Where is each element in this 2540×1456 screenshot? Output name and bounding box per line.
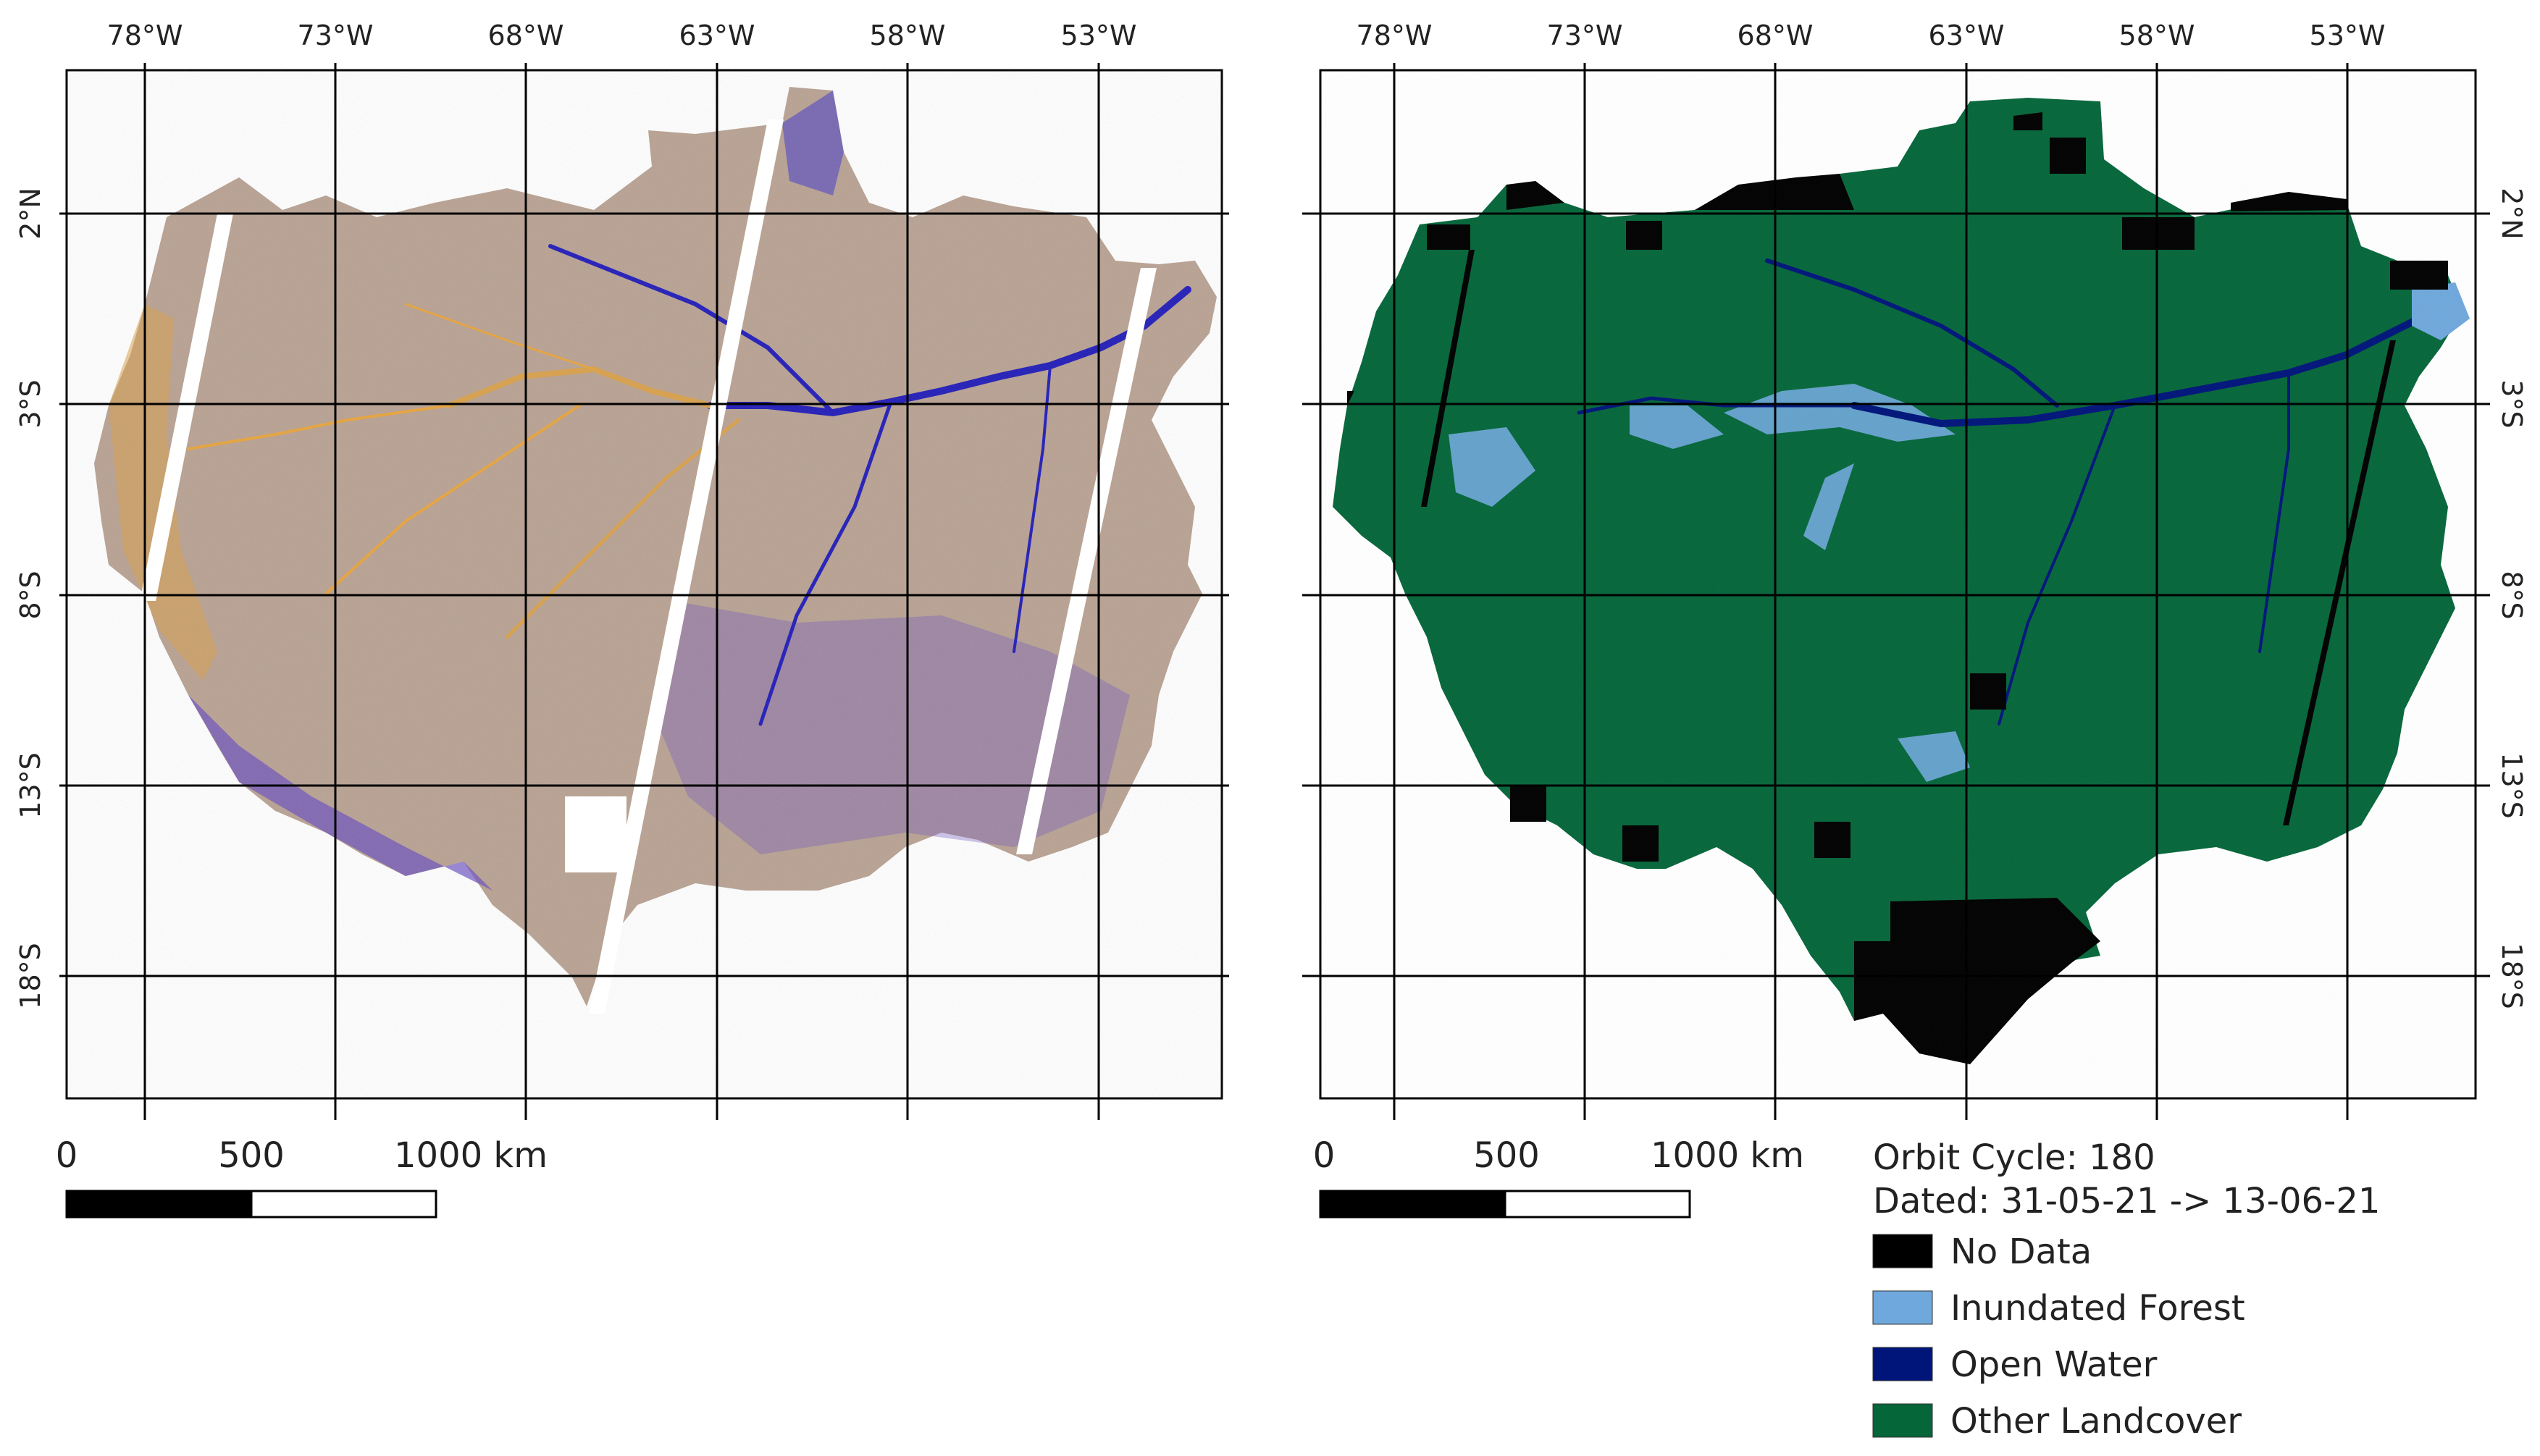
legend-item: No Data bbox=[1872, 1232, 2092, 1272]
swath-gap-east bbox=[1016, 268, 1157, 854]
longitude-label: 53°W bbox=[1061, 20, 1137, 51]
graticule bbox=[1302, 63, 2490, 1120]
coordinate-labels: 78°W 73°W 68°W 63°W 58°W 53°W 2°N 3°S 8°S 13°S 18°… bbox=[14, 20, 1136, 1009]
legend-label: Other Landcover bbox=[1950, 1401, 2242, 1442]
scale-label-500: 500 bbox=[1473, 1135, 1540, 1176]
latitude-label: 18°S bbox=[2496, 943, 2528, 1009]
date-range-label: Dated: 31-05-21 -> 13-06-21 bbox=[1873, 1181, 2380, 1221]
scale-label-1000: 1000 km bbox=[394, 1135, 548, 1176]
legend-swatch bbox=[1872, 1347, 1933, 1381]
longitude-label: 63°W bbox=[679, 20, 755, 51]
legend-label: Inundated Forest bbox=[1950, 1288, 2245, 1329]
legend-label: No Data bbox=[1950, 1232, 2092, 1272]
nodata-block bbox=[565, 796, 626, 872]
graticule bbox=[59, 63, 1229, 1120]
map-legend: Orbit Cycle: 180 Dated: 31-05-21 -> 13-0… bbox=[1872, 1137, 2380, 1442]
scale-label-0: 0 bbox=[56, 1135, 78, 1176]
longitude-label: 78°W bbox=[1357, 20, 1433, 51]
legend-item: Inundated Forest bbox=[1872, 1288, 2245, 1329]
scale-bar-white-segment bbox=[250, 1190, 437, 1219]
legend-item: Open Water bbox=[1872, 1345, 2158, 1385]
longitude-label: 73°W bbox=[1547, 20, 1623, 51]
scale-label-1000: 1000 km bbox=[1651, 1135, 1804, 1176]
longitude-label: 58°W bbox=[870, 20, 946, 51]
swath-gaps bbox=[140, 119, 1157, 1014]
latitude-label: 2°N bbox=[14, 188, 46, 240]
orbit-cycle-label: Orbit Cycle: 180 bbox=[1873, 1137, 2155, 1178]
scale-bar-white-segment bbox=[1504, 1190, 1691, 1219]
legend-swatch bbox=[1872, 1234, 1933, 1268]
longitude-label: 58°W bbox=[2119, 20, 2195, 51]
texture-overlay bbox=[67, 70, 1222, 1098]
latitude-label: 3°S bbox=[2496, 379, 2528, 428]
longitude-label: 68°W bbox=[488, 20, 564, 51]
longitude-label: 73°W bbox=[298, 20, 374, 51]
longitude-label: 68°W bbox=[1738, 20, 1814, 51]
map-panel-classification: 78°W 73°W 68°W 63°W 58°W 53°W 2°N 3°S 8°S 13°S 18°… bbox=[1302, 20, 2528, 1219]
scale-bar-black-segment bbox=[1320, 1191, 1505, 1217]
scale-bar-black-segment bbox=[67, 1191, 251, 1217]
longitude-label: 63°W bbox=[1929, 20, 2005, 51]
swath-gap-west bbox=[140, 214, 233, 601]
scale-bar: 0 500 1000 km bbox=[56, 1135, 548, 1219]
coordinate-labels: 78°W 73°W 68°W 63°W 58°W 53°W 2°N 3°S 8°S 13°S 18°… bbox=[1357, 20, 2528, 1009]
latitude-label: 8°S bbox=[2496, 571, 2528, 619]
latitude-label: 13°S bbox=[14, 752, 46, 818]
latitude-label: 13°S bbox=[2496, 752, 2528, 818]
scale-label-500: 500 bbox=[218, 1135, 285, 1176]
legend-item: Other Landcover bbox=[1872, 1401, 2242, 1442]
legend-label: Open Water bbox=[1950, 1345, 2158, 1385]
scale-bar: 0 500 1000 km bbox=[1313, 1135, 1804, 1219]
longitude-label: 53°W bbox=[2310, 20, 2386, 51]
latitude-label: 3°S bbox=[14, 379, 46, 428]
swath-gap-central bbox=[589, 119, 784, 1014]
latitude-label: 2°N bbox=[2496, 188, 2528, 240]
latitude-label: 18°S bbox=[14, 943, 46, 1009]
legend-swatch bbox=[1872, 1290, 1933, 1325]
longitude-label: 78°W bbox=[107, 20, 183, 51]
map-panel-composite: 78°W 73°W 68°W 63°W 58°W 53°W 2°N 3°S 8°S 13°S 18°… bbox=[14, 20, 1229, 1219]
latitude-label: 8°S bbox=[14, 571, 46, 619]
texture-overlay bbox=[1320, 70, 2476, 1098]
scale-label-0: 0 bbox=[1313, 1135, 1336, 1176]
legend-swatch bbox=[1872, 1403, 1933, 1438]
